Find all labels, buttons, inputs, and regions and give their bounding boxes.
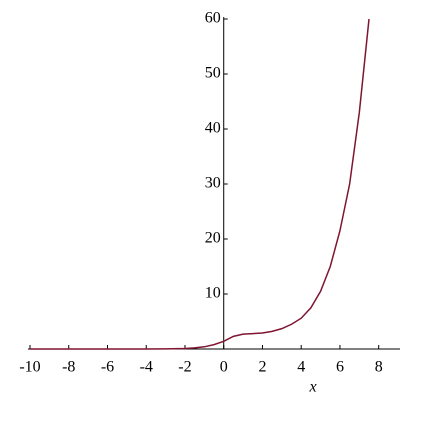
x-tick-label: -4 — [140, 359, 153, 376]
y-tick-label: 10 — [205, 285, 221, 302]
y-tick-label: 30 — [205, 175, 221, 192]
x-tick-label: -8 — [62, 359, 75, 376]
x-tick-label: 2 — [258, 359, 266, 376]
y-tick-label: 60 — [205, 10, 221, 27]
x-tick-label: -6 — [101, 359, 114, 376]
x-tick-label: 8 — [375, 359, 383, 376]
y-tick-label: 20 — [205, 230, 221, 247]
x-tick-label: -2 — [178, 359, 191, 376]
y-tick-label: 40 — [205, 120, 221, 137]
x-tick-label: 4 — [297, 359, 305, 376]
x-tick-label: 0 — [220, 359, 228, 376]
x-axis-label: x — [308, 379, 316, 396]
line — [30, 18, 370, 350]
y-tick-label: 50 — [205, 65, 221, 82]
x-tick-label: 6 — [336, 359, 344, 376]
x-tick-label: -10 — [19, 359, 40, 376]
